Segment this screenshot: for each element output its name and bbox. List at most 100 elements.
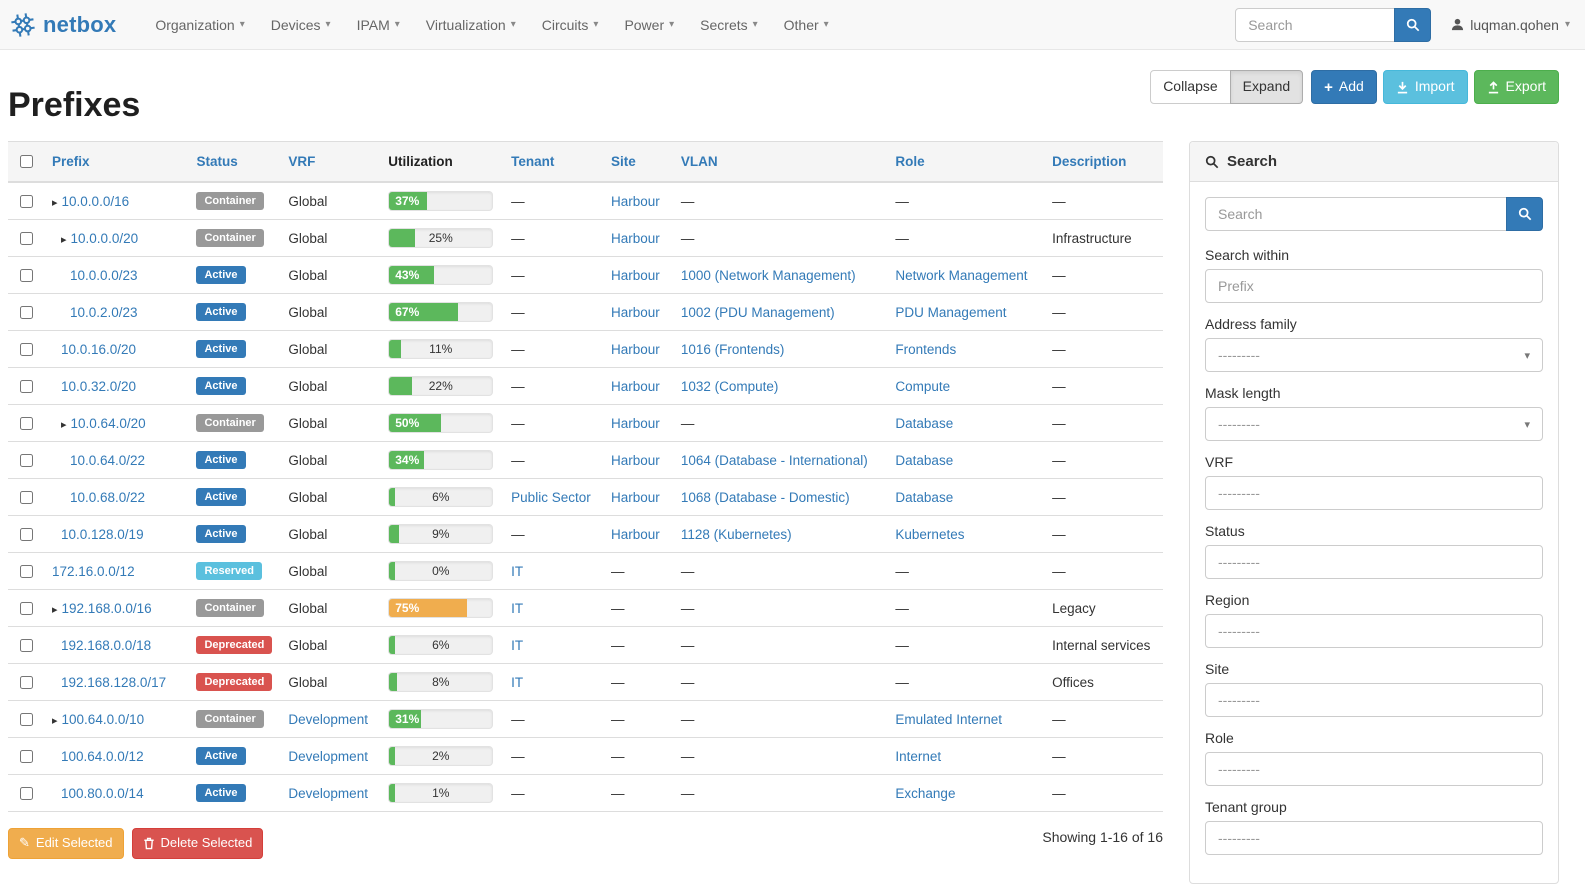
prefix-link[interactable]: 10.0.0.0/16 xyxy=(61,193,130,209)
column-header-vlan[interactable]: VLAN xyxy=(672,141,888,183)
role-link[interactable]: Exchange xyxy=(895,785,956,801)
prefix-link[interactable]: 100.80.0.0/14 xyxy=(61,785,144,801)
user-menu[interactable]: luqman.qohen ▾ xyxy=(1451,17,1570,33)
column-header-role[interactable]: Role xyxy=(887,141,1045,183)
role-link[interactable]: Compute xyxy=(895,378,951,394)
site-link[interactable]: Harbour xyxy=(611,230,660,246)
prefix-link[interactable]: 10.0.0.0/23 xyxy=(70,267,138,283)
row-checkbox[interactable] xyxy=(20,379,33,393)
row-checkbox[interactable] xyxy=(20,305,33,319)
filter-field-input[interactable]: --------- xyxy=(1205,614,1543,648)
row-checkbox[interactable] xyxy=(20,601,33,615)
row-checkbox[interactable] xyxy=(20,675,33,689)
delete-selected-button[interactable]: Delete Selected xyxy=(131,828,264,859)
add-button[interactable]: + Add xyxy=(1311,70,1377,104)
site-link[interactable]: Harbour xyxy=(611,452,660,468)
filter-search-button[interactable] xyxy=(1506,197,1543,231)
nav-menu-other[interactable]: Other ▾ xyxy=(771,2,842,48)
role-link[interactable]: Database xyxy=(895,415,954,431)
prefix-link[interactable]: 10.0.64.0/22 xyxy=(70,452,146,468)
column-header-vrf[interactable]: VRF xyxy=(280,141,381,183)
role-link[interactable]: Kubernetes xyxy=(895,526,965,542)
prefix-link[interactable]: 100.64.0.0/12 xyxy=(61,748,144,764)
column-header-status[interactable]: Status xyxy=(188,141,281,183)
filter-search-input[interactable] xyxy=(1205,197,1507,231)
select-all-checkbox[interactable] xyxy=(20,155,33,168)
role-link[interactable]: Emulated Internet xyxy=(895,711,1002,727)
row-checkbox[interactable] xyxy=(20,638,33,652)
vlan-link[interactable]: 1128 (Kubernetes) xyxy=(680,526,792,542)
tenant-link[interactable]: IT xyxy=(511,637,524,653)
row-checkbox[interactable] xyxy=(20,786,33,800)
filter-field-input[interactable]: --------- xyxy=(1205,821,1543,855)
column-header-site[interactable]: Site xyxy=(603,141,673,183)
prefix-link[interactable]: 10.0.0.0/20 xyxy=(70,230,139,246)
nav-menu-power[interactable]: Power ▾ xyxy=(611,2,687,48)
column-header-tenant[interactable]: Tenant xyxy=(503,141,604,183)
site-link[interactable]: Harbour xyxy=(611,526,660,542)
prefix-link[interactable]: 10.0.32.0/20 xyxy=(61,378,137,394)
tenant-link[interactable]: IT xyxy=(511,600,524,616)
prefix-link[interactable]: 192.168.0.0/18 xyxy=(61,637,152,653)
prefix-link[interactable]: 10.0.2.0/23 xyxy=(70,304,138,320)
row-checkbox[interactable] xyxy=(20,564,33,578)
expand-button[interactable]: Expand xyxy=(1229,70,1304,104)
site-link[interactable]: Harbour xyxy=(611,415,660,431)
prefix-link[interactable]: 192.168.0.0/16 xyxy=(61,600,152,616)
export-button[interactable]: Export xyxy=(1473,70,1559,104)
site-link[interactable]: Harbour xyxy=(611,489,660,505)
tenant-link[interactable]: IT xyxy=(511,674,524,690)
nav-menu-organization[interactable]: Organization ▾ xyxy=(142,2,257,48)
row-checkbox[interactable] xyxy=(20,527,33,541)
row-checkbox[interactable] xyxy=(20,712,33,726)
tenant-link[interactable]: Public Sector xyxy=(511,489,591,505)
nav-menu-devices[interactable]: Devices ▾ xyxy=(258,2,344,48)
row-checkbox[interactable] xyxy=(20,490,33,504)
row-checkbox[interactable] xyxy=(20,342,33,356)
role-link[interactable]: Frontends xyxy=(895,341,957,357)
site-link[interactable]: Harbour xyxy=(611,341,660,357)
prefix-link[interactable]: 10.0.64.0/20 xyxy=(70,415,146,431)
edit-selected-button[interactable]: ✎ Edit Selected xyxy=(8,828,124,859)
vlan-link[interactable]: 1032 (Compute) xyxy=(680,378,779,394)
site-link[interactable]: Harbour xyxy=(611,304,660,320)
prefix-link[interactable]: 10.0.16.0/20 xyxy=(61,341,137,357)
prefix-link[interactable]: 10.0.68.0/22 xyxy=(70,489,146,505)
role-link[interactable]: PDU Management xyxy=(895,304,1007,320)
role-link[interactable]: Database xyxy=(895,489,954,505)
global-search-button[interactable] xyxy=(1394,7,1432,42)
netbox-logo[interactable]: netbox xyxy=(10,12,116,38)
vlan-link[interactable]: 1016 (Frontends) xyxy=(680,341,785,357)
filter-field-input[interactable]: --------- xyxy=(1205,752,1543,786)
vlan-link[interactable]: 1064 (Database - International) xyxy=(680,452,868,468)
row-checkbox[interactable] xyxy=(20,749,33,763)
vlan-link[interactable]: 1002 (PDU Management) xyxy=(680,304,835,320)
role-link[interactable]: Network Management xyxy=(895,267,1028,283)
nav-menu-circuits[interactable]: Circuits ▾ xyxy=(529,2,612,48)
global-search-input[interactable] xyxy=(1235,7,1396,42)
vlan-link[interactable]: 1000 (Network Management) xyxy=(680,267,856,283)
row-checkbox[interactable] xyxy=(20,453,33,467)
site-link[interactable]: Harbour xyxy=(611,193,660,209)
filter-field-input[interactable]: --------- xyxy=(1205,545,1543,579)
nav-menu-ipam[interactable]: IPAM ▾ xyxy=(344,2,413,48)
prefix-link[interactable]: 100.64.0.0/10 xyxy=(61,711,145,727)
filter-field-input[interactable]: Prefix xyxy=(1205,269,1543,303)
import-button[interactable]: Import xyxy=(1382,70,1468,104)
nav-menu-secrets[interactable]: Secrets ▾ xyxy=(687,2,771,48)
filter-field-input[interactable]: --------- ▾ xyxy=(1205,407,1543,441)
role-link[interactable]: Database xyxy=(895,452,954,468)
prefix-link[interactable]: 10.0.128.0/19 xyxy=(61,526,144,542)
nav-menu-virtualization[interactable]: Virtualization ▾ xyxy=(413,2,529,48)
collapse-button[interactable]: Collapse xyxy=(1150,70,1231,104)
vlan-link[interactable]: 1068 (Database - Domestic) xyxy=(680,489,850,505)
filter-field-input[interactable]: --------- ▾ xyxy=(1205,338,1543,372)
filter-field-input[interactable]: --------- xyxy=(1205,476,1543,510)
vrf-cell[interactable]: Development xyxy=(288,785,368,801)
site-link[interactable]: Harbour xyxy=(611,378,660,394)
site-link[interactable]: Harbour xyxy=(611,267,660,283)
filter-field-input[interactable]: --------- xyxy=(1205,683,1543,717)
vrf-cell[interactable]: Development xyxy=(288,711,368,727)
prefix-link[interactable]: 172.16.0.0/12 xyxy=(52,563,135,579)
row-checkbox[interactable] xyxy=(20,194,33,208)
